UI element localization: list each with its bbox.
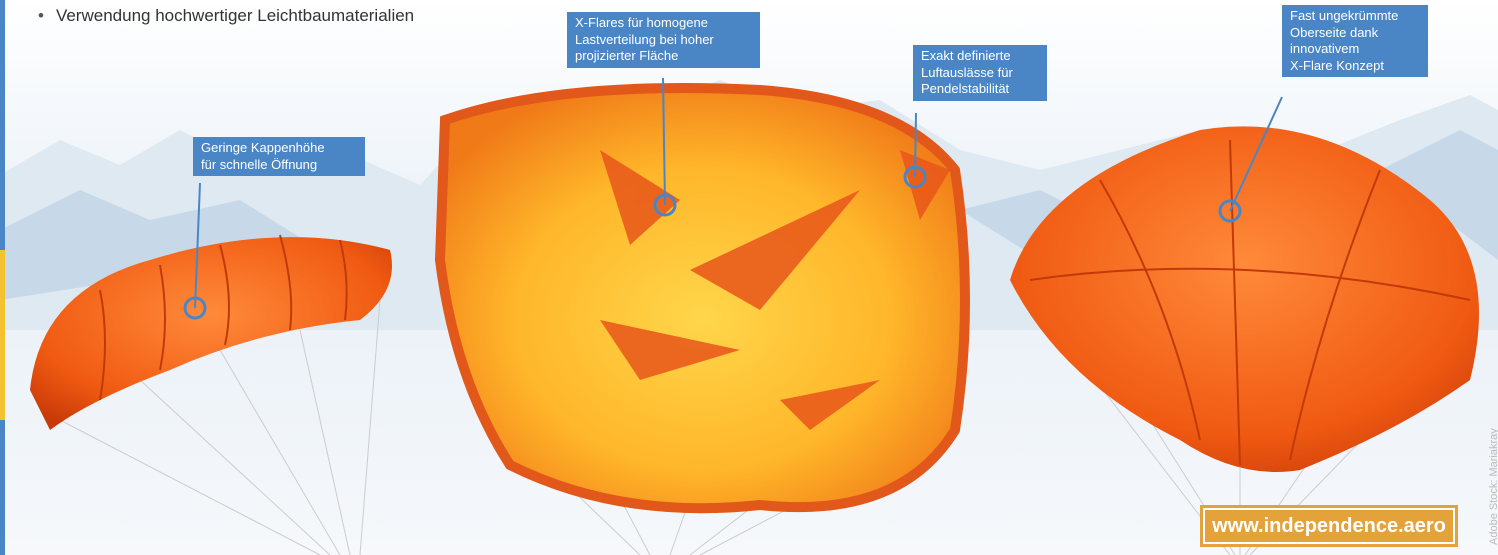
callout-line: für schnelle Öffnung — [201, 157, 357, 174]
edge-strip — [0, 250, 5, 420]
callout: X-Flares für homogene Lastverteilung bei… — [567, 12, 760, 68]
callout-line: Luftauslässe für — [921, 65, 1039, 82]
bullet-text: Verwendung hochwertiger Leichtbaumateria… — [38, 6, 414, 26]
callout: Geringe Kappenhöhe für schnelle Öffnung — [193, 137, 365, 176]
callout-line: Pendelstabilität — [921, 81, 1039, 98]
callout: Exakt definierte Luftauslässe für Pendel… — [913, 45, 1047, 101]
callout-line: Lastverteilung bei hoher — [575, 32, 752, 49]
callout-line: Fast ungekrümmte — [1290, 8, 1420, 25]
url-text[interactable]: www.independence.aero — [1205, 510, 1453, 542]
callout-line: X-Flare Konzept — [1290, 58, 1420, 75]
url-badge: www.independence.aero — [1200, 505, 1458, 547]
callout-line: Exakt definierte — [921, 48, 1039, 65]
photo-credit: Adobe Stock: Mariakray — [1488, 428, 1498, 545]
callout-line: Geringe Kappenhöhe — [201, 140, 357, 157]
edge-strip — [0, 0, 5, 250]
parachute-center — [440, 88, 965, 508]
callout-line: Oberseite dank — [1290, 25, 1420, 42]
callout: Fast ungekrümmte Oberseite dank innovati… — [1282, 5, 1428, 77]
page: Verwendung hochwertiger Leichtbaumateria… — [0, 0, 1498, 555]
callout-line: projizierter Fläche — [575, 48, 752, 65]
callout-line: innovativem — [1290, 41, 1420, 58]
edge-strip — [0, 420, 5, 555]
scene — [0, 0, 1498, 555]
callout-line: X-Flares für homogene — [575, 15, 752, 32]
